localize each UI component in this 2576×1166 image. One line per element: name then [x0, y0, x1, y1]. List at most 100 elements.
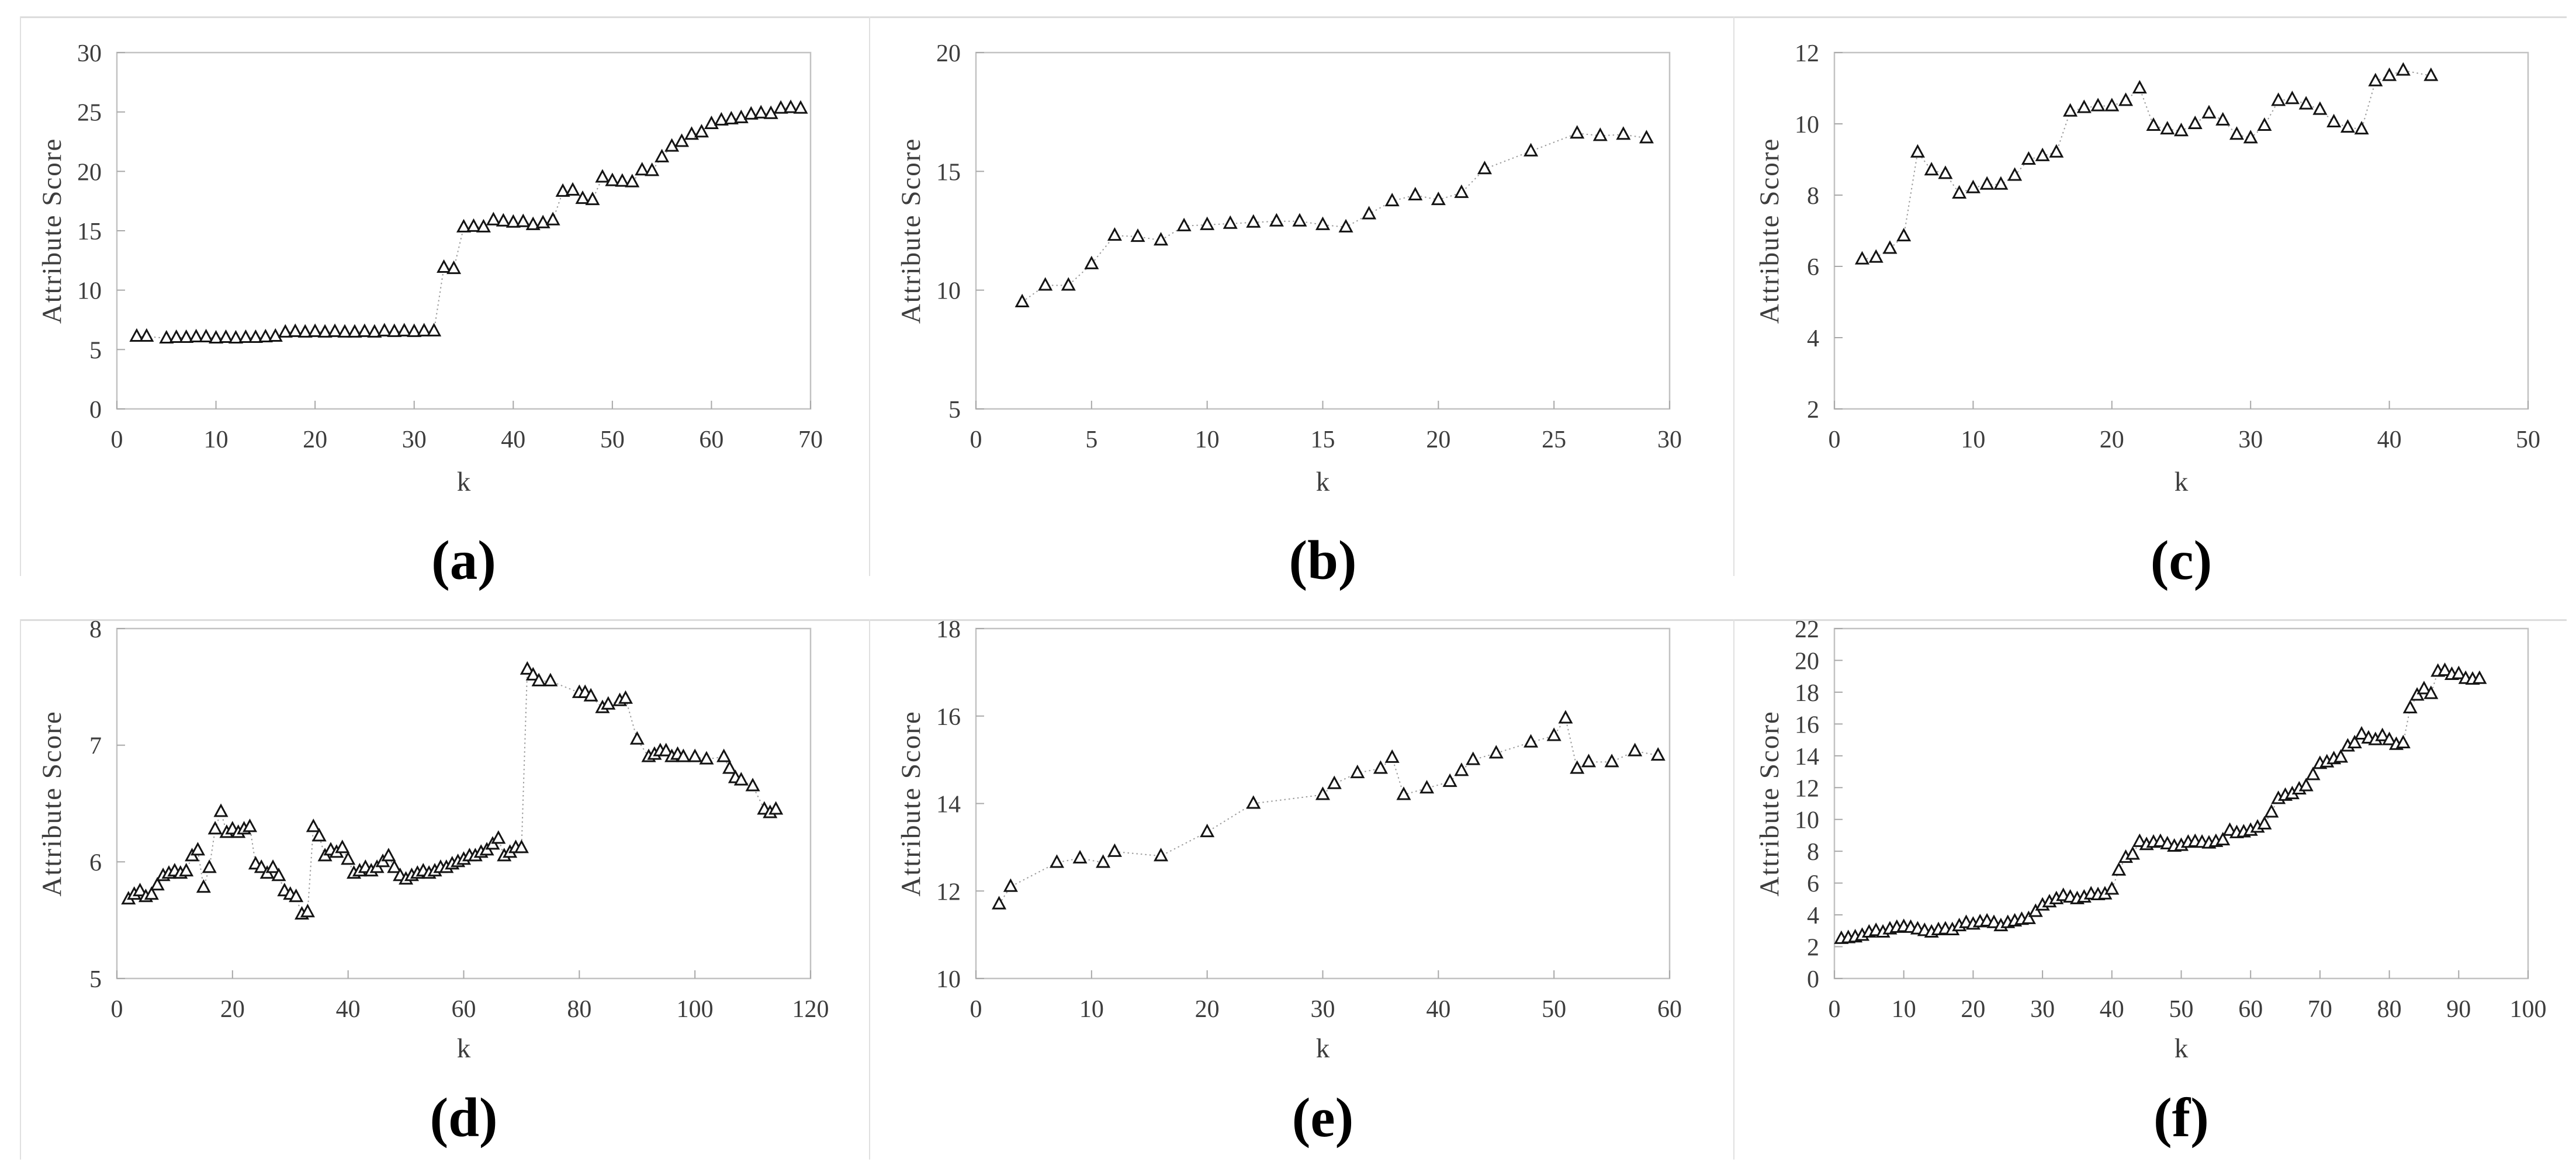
- x-tick-label: 0: [111, 996, 123, 1023]
- triangle-marker: [1581, 754, 1597, 768]
- x-tick-label: 50: [600, 426, 625, 453]
- y-tick-label: 14: [1795, 744, 1819, 771]
- triangle-marker: [2472, 670, 2487, 684]
- x-tick-label: 25: [1542, 426, 1566, 453]
- triangle-marker: [2312, 101, 2328, 115]
- triangle-marker: [327, 323, 342, 337]
- triangle-marker: [555, 183, 570, 197]
- y-tick-label: 16: [936, 704, 961, 731]
- triangle-marker: [565, 182, 580, 196]
- triangle-marker: [427, 322, 442, 336]
- triangle-marker: [525, 667, 541, 681]
- triangle-marker: [618, 690, 633, 704]
- triangle-marker: [615, 173, 630, 187]
- triangle-marker: [417, 322, 432, 336]
- triangle-marker: [2173, 123, 2189, 137]
- y-tick-label: 18: [936, 616, 961, 643]
- triangle-marker: [722, 760, 738, 774]
- cell-border-line: [1733, 16, 1734, 576]
- triangle-marker: [307, 323, 323, 337]
- triangle-marker: [317, 324, 333, 338]
- y-axis-title: Attribute Score: [1754, 138, 1785, 324]
- triangle-marker: [601, 696, 616, 710]
- x-tick-label: 20: [220, 996, 245, 1023]
- y-axis-title: Attribute Score: [896, 138, 926, 324]
- triangle-marker: [271, 867, 286, 882]
- x-axis-title: k: [1316, 1033, 1330, 1064]
- triangle-marker: [2305, 766, 2321, 780]
- panel-d: 0 20 40 60 80 100 120 5 6 7 8 Attribute Score k (d): [0, 583, 858, 1166]
- triangle-marker: [714, 112, 729, 126]
- x-tick-label: 0: [1829, 426, 1841, 453]
- triangle-marker: [1246, 795, 1261, 809]
- triangle-marker: [2284, 91, 2300, 105]
- series-line: [1862, 70, 2431, 260]
- x-tick-label: 90: [2446, 996, 2471, 1023]
- triangle-marker: [1546, 727, 1561, 741]
- triangle-marker: [1524, 734, 1539, 748]
- triangle-marker: [1049, 854, 1064, 868]
- x-tick-label: 50: [2516, 426, 2540, 453]
- triangle-marker: [676, 748, 691, 762]
- x-tick-label: 20: [2100, 426, 2124, 453]
- y-tick-label: 7: [89, 733, 102, 760]
- triangle-marker: [1488, 745, 1504, 759]
- chart-a-canvas: 0 10 20 30 40 50 60 70 0 5 10 15 20 25 30 Attribute Sco…: [37, 40, 823, 497]
- triangle-marker: [2201, 105, 2217, 119]
- triangle-marker: [1650, 747, 1666, 761]
- triangle-marker: [268, 328, 283, 342]
- plot-border: [975, 51, 1671, 410]
- x-axis: 0 5 10 15 20 25 30: [970, 401, 1682, 453]
- triangle-marker: [2375, 727, 2390, 741]
- triangle-marker: [699, 751, 714, 765]
- row-divider-middle: [20, 619, 2567, 621]
- triangle-marker: [525, 216, 541, 230]
- y-tick-label: 10: [77, 278, 102, 305]
- triangle-marker: [213, 803, 228, 817]
- triangle-marker: [2395, 734, 2411, 749]
- triangle-marker: [629, 731, 645, 745]
- triangle-marker: [625, 173, 640, 188]
- y-axis-title: Attribute Score: [37, 138, 67, 324]
- triangle-marker: [1604, 754, 1619, 768]
- triangle-marker: [575, 190, 590, 204]
- triangle-marker: [1592, 127, 1608, 141]
- x-tick-label: 10: [204, 426, 228, 453]
- triangle-marker: [2132, 79, 2147, 93]
- triangle-marker: [1327, 775, 1342, 789]
- triangle-marker: [505, 214, 521, 228]
- x-tick-label: 20: [1426, 426, 1450, 453]
- x-tick-label: 40: [2100, 996, 2124, 1023]
- triangle-marker: [1072, 849, 1088, 864]
- triangle-marker: [2028, 903, 2043, 917]
- x-tick-label: 120: [792, 996, 829, 1023]
- panel-a-caption: (a): [431, 529, 496, 591]
- triangle-marker: [583, 688, 598, 702]
- triangle-marker: [2354, 726, 2369, 740]
- y-axis-title: Attribute Score: [37, 710, 67, 896]
- triangle-marker: [446, 260, 462, 275]
- x-tick-label: 60: [452, 996, 476, 1023]
- y-tick-label: 2: [1807, 397, 1819, 424]
- y-tick-label: 6: [1807, 871, 1819, 898]
- triangle-marker: [381, 848, 396, 862]
- x-tick-label: 60: [2238, 996, 2263, 1023]
- triangle-marker: [1315, 786, 1331, 800]
- triangle-marker: [2340, 119, 2355, 133]
- triangle-marker: [1408, 186, 1423, 200]
- panel-b-caption: (b): [1289, 529, 1357, 591]
- triangle-marker: [1200, 824, 1215, 838]
- x-tick-label: 60: [1657, 996, 1682, 1023]
- series-markers: [121, 661, 784, 920]
- triangle-marker: [2104, 881, 2120, 895]
- chart-f-canvas: 0 10 20 30 40 50 60 70 80 90 100 0 2 4 6 8 10 12 14 16 18 20 2…: [1754, 616, 2547, 1064]
- triangle-marker: [219, 329, 234, 343]
- triangle-marker: [306, 818, 321, 832]
- triangle-marker: [139, 328, 154, 342]
- triangle-marker: [189, 328, 204, 342]
- triangle-marker: [763, 105, 778, 119]
- y-tick-label: 12: [936, 879, 961, 905]
- triangle-marker: [1384, 193, 1400, 207]
- panel-f: 0 10 20 30 40 50 60 70 80 90 100 0 2 4 6 8 10 12 14 16 18 20 2…: [1718, 583, 2576, 1166]
